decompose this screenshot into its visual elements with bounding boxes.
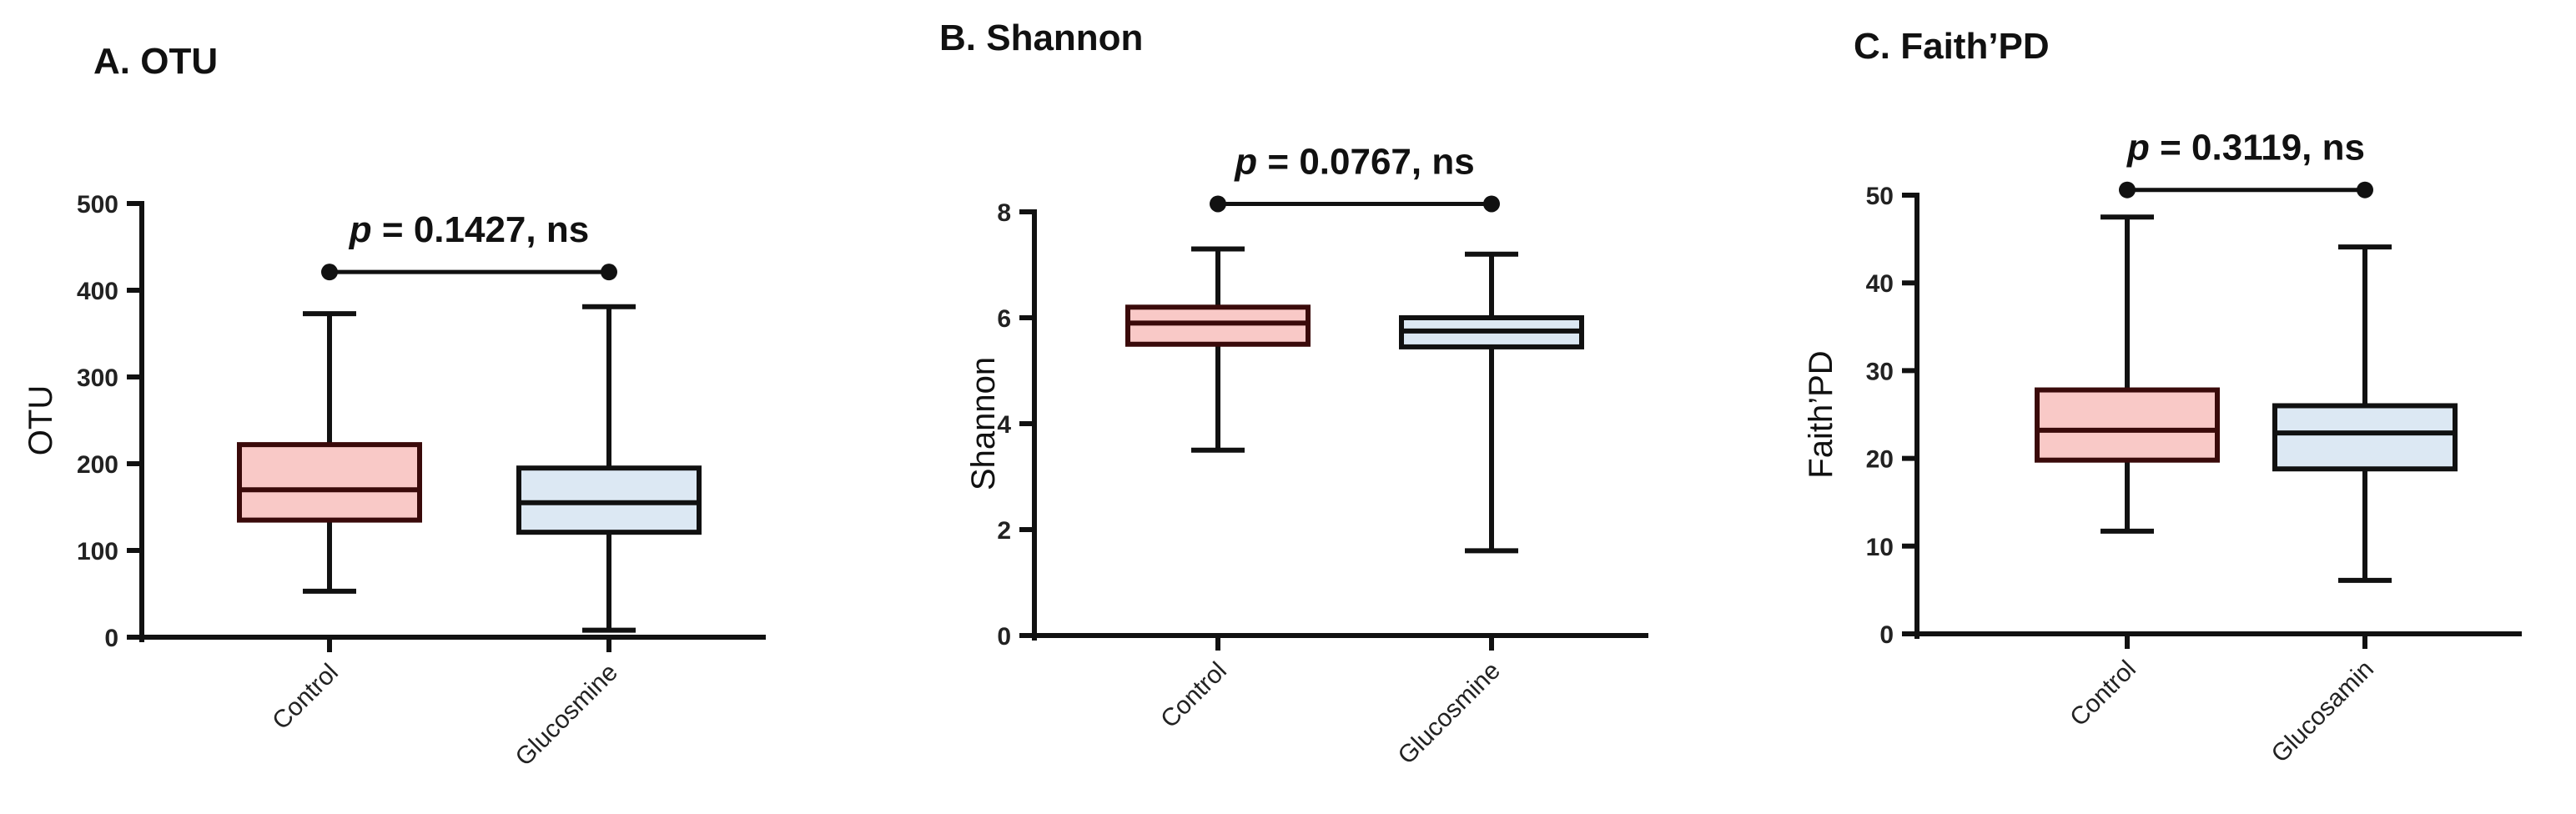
panel-3-y-axis-label: Faith’PD	[1803, 350, 1839, 478]
panel-1-significance-dot-left	[321, 264, 338, 281]
panel-3-y-tick-label: 50	[1866, 183, 1894, 210]
panel-2-box-1	[1125, 246, 1311, 453]
panel-1-box-2	[516, 304, 702, 633]
panel-3-title: C. Faith’PD	[1854, 26, 2050, 67]
iqr-box	[2272, 403, 2458, 472]
p-symbol: p	[349, 209, 372, 250]
panel-1-y-tick-label: 300	[77, 364, 118, 392]
panel-3-significance-dot-right	[2357, 181, 2373, 198]
panel-3-category-label: Glucosamin	[2267, 656, 2379, 768]
panel-2-box-2	[1399, 251, 1584, 554]
chart-panel-2: B. Shannon 0 2 4 6 8 Shannon Control Glucosmine p…	[939, 18, 1648, 770]
panel-3-y-tick-label: 40	[1866, 270, 1894, 298]
p-value-text: = 0.1427, ns	[372, 209, 590, 250]
panel-1-y-axis-label: OTU	[23, 385, 59, 455]
p-symbol: p	[1234, 141, 1257, 182]
panel-2-significance-dot-right	[1483, 195, 1500, 213]
panel-1-y-tick-label: 100	[77, 538, 118, 565]
panel-3-significance-dot-left	[2119, 181, 2136, 198]
panel-2-p-value-annotation: p = 0.0767, ns	[1234, 141, 1474, 182]
iqr-box	[237, 442, 422, 523]
panel-1-category-label: Glucosmine	[511, 659, 623, 771]
panel-3-box-1	[2035, 214, 2220, 534]
chart-panel-3: C. Faith’PD 0 10 20 30 40 50 Faith’PD Control Glu…	[1803, 26, 2522, 768]
p-value-text: = 0.3119, ns	[2150, 128, 2365, 168]
panel-1-y-tick-label: 400	[77, 278, 118, 305]
panel-2-title: B. Shannon	[939, 18, 1143, 58]
panel-3-y-tick-label: 0	[1879, 621, 1894, 649]
panel-2-y-tick-label: 8	[997, 199, 1011, 227]
panel-1-significance-dot-right	[601, 264, 617, 281]
panel-2-y-tick-label: 6	[997, 305, 1011, 333]
iqr-box	[1125, 304, 1311, 347]
panel-2-y-tick-label: 2	[997, 517, 1011, 545]
panel-1-box-1	[237, 311, 422, 594]
iqr-box	[2035, 387, 2220, 463]
panel-2-significance-dot-left	[1210, 195, 1226, 213]
panel-1-y-tick-label: 500	[77, 191, 118, 219]
p-value-text: = 0.0767, ns	[1257, 141, 1475, 182]
panel-1-category-label: Control	[267, 659, 344, 736]
panel-2-category-label: Control	[1155, 657, 1232, 734]
panel-3-box-2	[2272, 244, 2458, 583]
panel-1-y-tick-label: 200	[77, 451, 118, 479]
panel-1-y-tick-label: 0	[104, 625, 118, 652]
panel-2-y-tick-label: 4	[997, 411, 1011, 439]
panel-3-category-label: Control	[2065, 656, 2141, 732]
panel-3-y-tick-label: 20	[1866, 446, 1894, 474]
panel-2-y-axis-label: Shannon	[965, 357, 1002, 490]
panel-3-p-value-annotation: p = 0.3119, ns	[2126, 128, 2365, 168]
p-symbol: p	[2126, 128, 2150, 168]
panel-2-y-tick-label: 0	[997, 623, 1011, 651]
panel-3-y-tick-label: 30	[1866, 358, 1894, 385]
iqr-box	[516, 465, 702, 535]
panel-1-title: A. OTU	[93, 41, 218, 82]
panel-2-category-label: Glucosmine	[1393, 657, 1506, 770]
panel-1-p-value-annotation: p = 0.1427, ns	[349, 209, 589, 250]
chart-panel-1: A. OTU 0 100 200 300 400 500 OTU Control Glucosmi…	[23, 41, 766, 771]
panel-3-y-tick-label: 10	[1866, 534, 1894, 561]
